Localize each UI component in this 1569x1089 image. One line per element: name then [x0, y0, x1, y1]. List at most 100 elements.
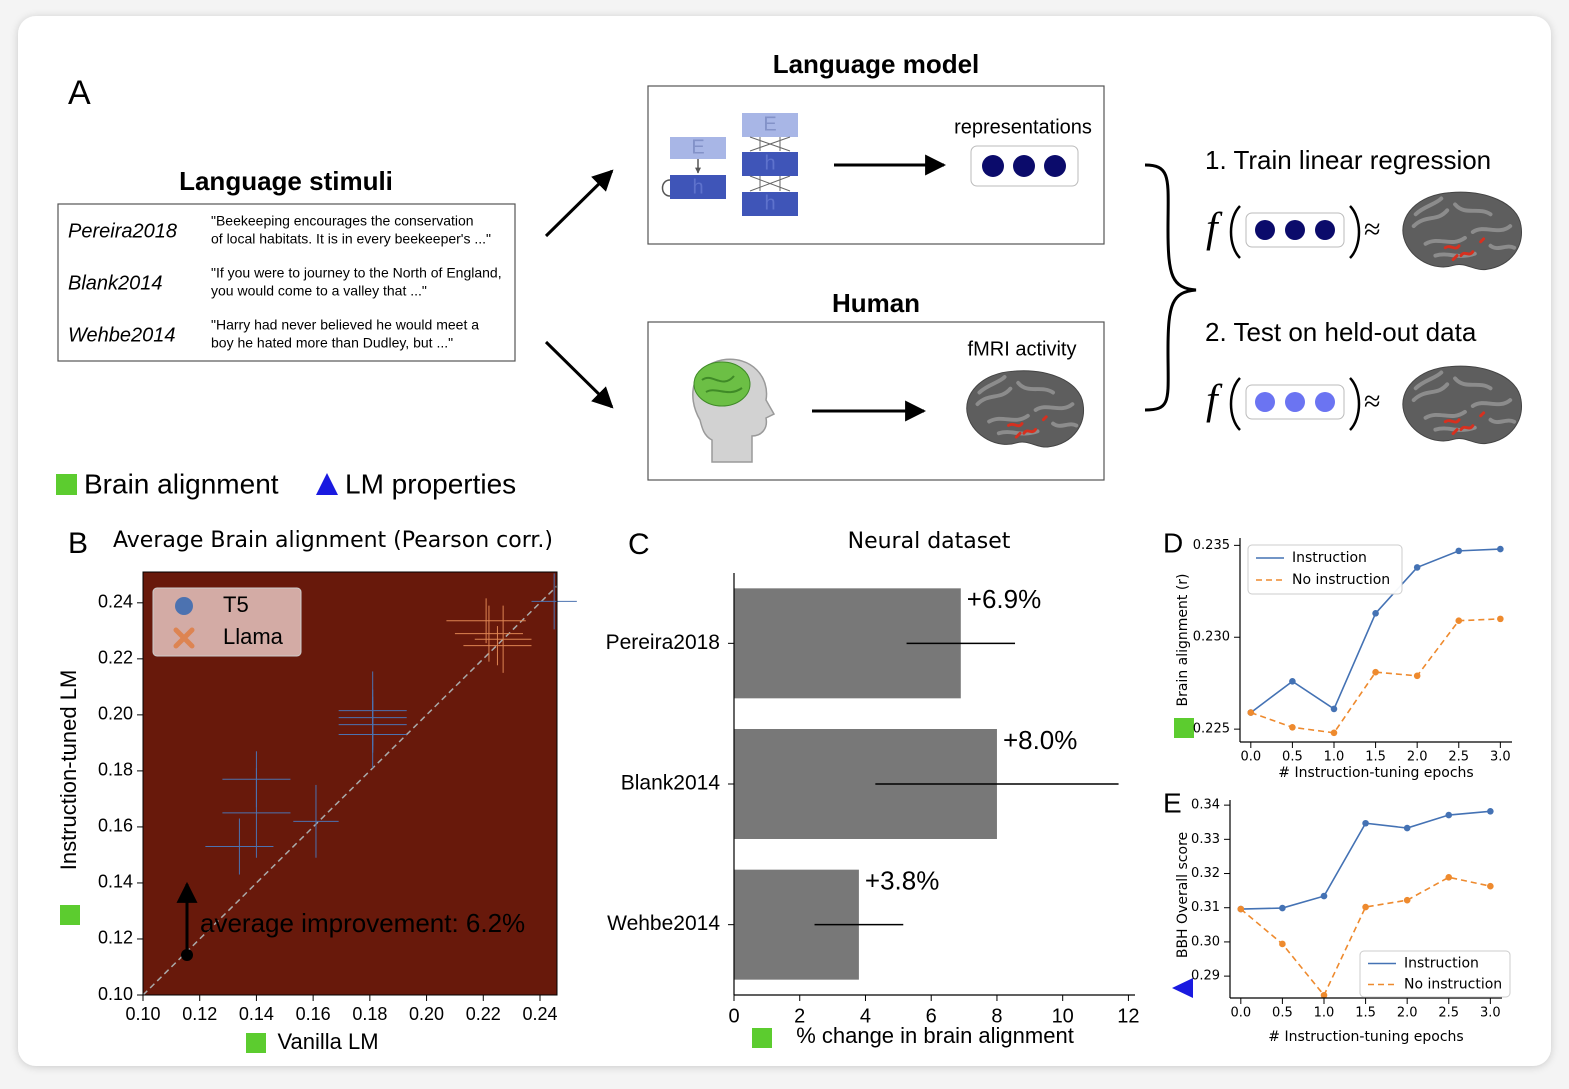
x-tick-label: 0: [728, 1005, 739, 1027]
annotation-dot: [181, 949, 193, 961]
annotation: average improvement: 6.2%: [200, 908, 525, 938]
x-tick-label: 1.5: [1365, 750, 1386, 765]
y-tick-label: Wehbe2014: [607, 912, 720, 935]
lm-title: Language model: [773, 49, 980, 79]
embedding-block: [670, 137, 726, 159]
series-point: [1403, 824, 1411, 832]
x-tick-label: 0.5: [1282, 750, 1303, 765]
legend-box: [1359, 950, 1511, 998]
stimuli-title: Language stimuli: [179, 166, 393, 196]
dataset-name: Blank2014: [68, 272, 163, 294]
vector-dot: [982, 155, 1004, 177]
x-tick-label: 0.12: [182, 1004, 217, 1024]
x-tick-label: 0.10: [125, 1004, 160, 1024]
dataset-name: Pereira2018: [68, 220, 177, 242]
x-tick-label: 3.0: [1480, 1006, 1501, 1021]
human-output: fMRI activity: [968, 338, 1077, 360]
human-title: Human: [832, 288, 920, 318]
vector-dot: [1013, 155, 1035, 177]
series-point: [1320, 991, 1328, 999]
x-tick-label: 3.0: [1490, 750, 1511, 765]
series-point: [1413, 564, 1421, 571]
series-point: [1413, 672, 1421, 680]
x-tick-label: 8: [991, 1005, 1002, 1027]
chart-panel: 0.0 0.5 1.0 1.5 2.0 2.5 3.0 0.29 0.30 0.31 0.32 0.3…: [1163, 787, 1511, 1045]
y-tick-label: 0.24: [98, 592, 133, 612]
block-label: E: [691, 136, 704, 158]
legend-label: No instruction: [1404, 977, 1502, 993]
stimuli-box: [57, 203, 516, 362]
y-tick-label: 0.34: [1191, 798, 1220, 813]
value-label: +8.0%: [1003, 725, 1077, 755]
legend-marker: [175, 597, 193, 615]
formula-approx: ≈: [1364, 213, 1380, 246]
dataset-name: Wehbe2014: [68, 324, 176, 346]
y-axis-label: Brain alignment (r): [1175, 573, 1191, 706]
panel-label: A: [68, 74, 91, 112]
vector-dot: [1044, 155, 1066, 177]
legend-box: [1247, 544, 1403, 595]
x-tick-label: 2.0: [1397, 1006, 1418, 1021]
x-tick-label: 0.0: [1230, 1006, 1251, 1021]
legend-swatch: [56, 474, 77, 495]
y-tick-label: 0.22: [98, 648, 133, 668]
series-point: [1330, 729, 1338, 737]
series-point: [1445, 873, 1453, 881]
brain-image: [1400, 190, 1524, 272]
y-axis-label: BBH Overall score: [1175, 832, 1191, 958]
panel-label: E: [1163, 787, 1182, 818]
block-label: h: [764, 192, 775, 214]
hidden-block: [742, 152, 798, 176]
y-tick-label: 0.230: [1193, 630, 1230, 645]
stimulus-text: "If you were to journey to the North of …: [211, 265, 502, 281]
formula-approx: ≈: [1364, 385, 1380, 418]
chart-panel: 0.0 0.5 1.0 1.5 2.0 2.5 3.0 0.225 0.230 0.235 D # I…: [1163, 527, 1512, 781]
series-point: [1289, 678, 1296, 685]
value-label: +3.8%: [865, 866, 939, 896]
series-point: [1487, 807, 1494, 815]
step: 2. Test on held-out data: [1205, 317, 1477, 347]
brain-folds: [701, 375, 743, 394]
legend-marker: [173, 627, 195, 649]
y-tick-label: 0.12: [98, 928, 133, 948]
embedding-block: [742, 113, 798, 137]
x-tick-label: 0.24: [522, 1004, 557, 1024]
vector-dot: [1255, 392, 1275, 412]
label-icon: [1172, 978, 1193, 998]
label-icon: [60, 905, 80, 925]
legend-label: No instruction: [1292, 572, 1390, 588]
y-axis-label: Instruction-tuned LM: [56, 670, 81, 871]
x-tick-label: 1.0: [1314, 1006, 1335, 1021]
x-tick-label: 2: [794, 1005, 805, 1027]
panel-label: C: [628, 528, 650, 561]
y-tick-label: 0.33: [1191, 832, 1220, 847]
y-tick-label: 0.235: [1193, 538, 1230, 553]
x-tick-label: 2.5: [1438, 1006, 1459, 1021]
block-label: h: [692, 176, 703, 198]
arrow: [544, 169, 614, 238]
parens: [1229, 205, 1361, 259]
attention-lines: [749, 136, 791, 192]
vector-dot: [1285, 220, 1305, 240]
series-point: [1455, 617, 1463, 625]
x-tick-label: 0.0: [1240, 750, 1261, 765]
x-axis-label: % change in brain alignment: [796, 1023, 1074, 1048]
y-tick-label: 0.29: [1191, 969, 1220, 984]
x-tick-label: 2.5: [1448, 750, 1469, 765]
stimulus-text: of local habitats. It is in every beekee…: [211, 231, 491, 247]
series-point: [1497, 615, 1504, 623]
series-point: [1372, 668, 1379, 676]
y-tick-label: 0.10: [98, 984, 133, 1004]
y-tick-label: 0.16: [98, 816, 133, 836]
y-tick-label: 0.14: [98, 872, 133, 892]
series-point: [1289, 723, 1296, 731]
arrow: [544, 340, 614, 409]
identity-line: [142, 585, 558, 996]
vector-dot: [1285, 392, 1305, 412]
series-point: [1279, 940, 1286, 948]
x-tick-label: 12: [1117, 1005, 1139, 1027]
hidden-block: [670, 175, 726, 199]
stimulus-text: "Beekeeping encourages the conservation: [211, 213, 474, 229]
